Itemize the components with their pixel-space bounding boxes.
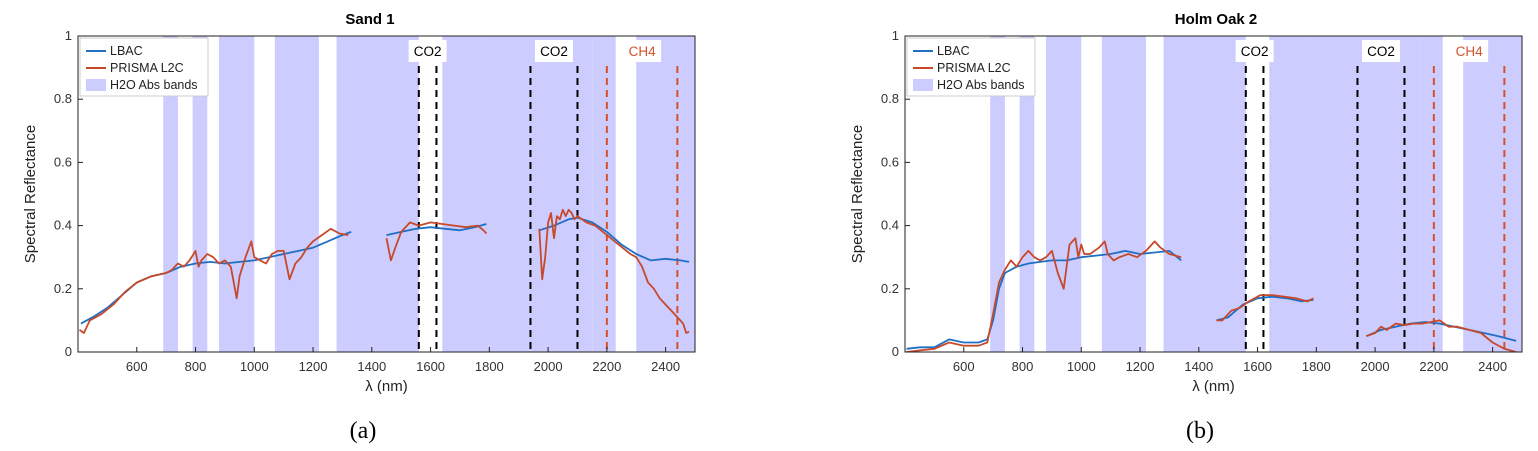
legend-swatch [913, 79, 933, 91]
x-axis-label: λ (nm) [365, 378, 408, 395]
x-tick-label: 1600 [416, 359, 445, 374]
series-line [538, 208, 690, 334]
x-tick-label: 1200 [1126, 359, 1155, 374]
y-tick-label: 0.8 [881, 91, 899, 106]
y-tick-label: 0.6 [54, 154, 72, 169]
legend-entry: PRISMA L2C [110, 61, 184, 75]
x-tick-label: 1000 [240, 359, 269, 374]
y-axis-label: Spectral Reflectance [849, 125, 866, 263]
y-tick-label: 0 [892, 344, 899, 359]
x-tick-label: 800 [1012, 359, 1034, 374]
legend-entry: H2O Abs bands [937, 78, 1025, 92]
x-tick-label: 2400 [1478, 359, 1507, 374]
chart-title: Sand 1 [345, 11, 394, 28]
annotation-label-bg [534, 40, 573, 62]
h2o-abs-band [192, 36, 208, 352]
h2o-abs-band [1163, 36, 1246, 352]
h2o-abs-band [483, 36, 593, 352]
y-tick-label: 0.4 [54, 218, 72, 233]
annotation-label: CO2 [414, 44, 442, 59]
x-tick-label: 1600 [1243, 359, 1272, 374]
h2o-abs-band [1463, 36, 1522, 352]
h2o-abs-band [1046, 36, 1082, 352]
annotation-label: CO2 [1241, 44, 1269, 59]
y-tick-label: 1 [892, 28, 899, 43]
legend-entry: LBAC [110, 44, 143, 58]
h2o-abs-band [336, 36, 419, 352]
legend: LBAC PRISMA L2C H2O Abs bands [906, 37, 1036, 97]
legend: LBAC PRISMA L2C H2O Abs bands [79, 37, 209, 97]
legend-swatch [86, 79, 106, 91]
series-line [1216, 295, 1314, 322]
y-tick-label: 0.4 [881, 218, 899, 233]
h2o-abs-band [636, 36, 695, 352]
h2o-abs-band [592, 36, 616, 352]
annotation-label-bg [1450, 40, 1489, 62]
x-tick-label: 2000 [1361, 359, 1390, 374]
subfigure-caption: (a) [350, 418, 377, 444]
annotation-label: CH4 [1456, 44, 1483, 59]
series-line [1365, 319, 1517, 352]
annotation-label-bg [1235, 40, 1274, 62]
subfigure-caption: (b) [1186, 418, 1214, 444]
x-tick-label: 1200 [299, 359, 328, 374]
h2o-abs-band [219, 36, 255, 352]
x-axis-label: λ (nm) [1192, 378, 1235, 395]
h2o-abs-bands [163, 36, 695, 352]
series-line [906, 237, 1182, 352]
h2o-abs-band [442, 36, 484, 352]
x-tick-label: 1400 [1184, 359, 1213, 374]
h2o-abs-band [274, 36, 319, 352]
x-tick-label: 2200 [1419, 359, 1448, 374]
series-line [539, 216, 690, 263]
x-tick-label: 1000 [1067, 359, 1096, 374]
annotation-label-bg [1361, 40, 1400, 62]
annotation-label-bg [623, 40, 662, 62]
y-tick-label: 0.8 [54, 91, 72, 106]
y-axis-label: Spectral Reflectance [22, 125, 39, 263]
h2o-abs-band [1101, 36, 1146, 352]
x-tick-label: 600 [953, 359, 975, 374]
y-tick-label: 0 [65, 344, 72, 359]
annotation-label: CH4 [629, 44, 656, 59]
annotation-label-bg [408, 40, 447, 62]
series-prisma-l2c [906, 237, 1517, 352]
series-prisma-l2c [78, 208, 690, 334]
x-tick-label: 1800 [475, 359, 504, 374]
x-tick-label: 1800 [1302, 359, 1331, 374]
chart-title: Holm Oak 2 [1175, 11, 1258, 28]
axes-frame [77, 35, 696, 353]
x-tick-label: 2400 [651, 359, 680, 374]
h2o-abs-band [1019, 36, 1035, 352]
h2o-abs-band [990, 36, 1005, 352]
x-tick-label: 1400 [357, 359, 386, 374]
y-tick-label: 0.6 [881, 154, 899, 169]
x-tick-label: 600 [126, 359, 148, 374]
series-line [906, 249, 1182, 350]
axes-frame [904, 35, 1523, 353]
h2o-abs-band [1419, 36, 1443, 352]
series-line [386, 223, 487, 236]
h2o-abs-band [1310, 36, 1420, 352]
h2o-abs-bands [990, 36, 1522, 352]
series-line [385, 221, 488, 262]
annotation-label: CO2 [1367, 44, 1395, 59]
legend-entry: LBAC [937, 44, 970, 58]
annotation-label: CO2 [540, 44, 568, 59]
h2o-abs-band [1269, 36, 1311, 352]
y-tick-label: 1 [65, 28, 72, 43]
y-tick-label: 0.2 [54, 281, 72, 296]
series-line [1216, 294, 1314, 322]
legend-entry: H2O Abs bands [110, 78, 198, 92]
y-tick-label: 0.2 [881, 281, 899, 296]
legend-entry: PRISMA L2C [937, 61, 1011, 75]
x-tick-label: 2200 [592, 359, 621, 374]
series-line [78, 227, 349, 334]
x-tick-label: 800 [185, 359, 207, 374]
x-tick-label: 2000 [534, 359, 563, 374]
